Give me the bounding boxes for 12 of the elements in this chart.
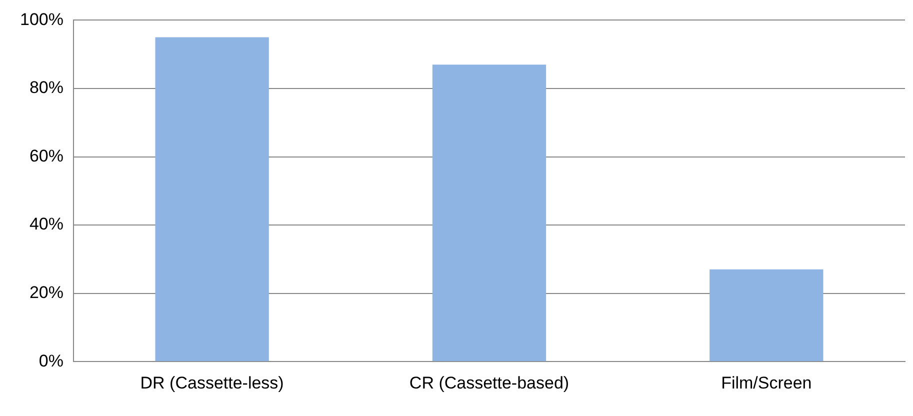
bar — [155, 37, 269, 362]
y-tick-label: 20% — [29, 283, 64, 302]
bar — [432, 64, 546, 362]
x-tick-label: CR (Cassette-based) — [409, 373, 570, 392]
y-tick-label: 100% — [20, 10, 64, 29]
y-tick-label: 0% — [38, 351, 64, 370]
y-tick-label: 60% — [29, 146, 64, 166]
y-tick-label: 40% — [29, 214, 64, 234]
x-tick-label: DR (Cassette-less) — [140, 373, 284, 392]
bar — [710, 269, 824, 362]
x-tick-label: Film/Screen — [721, 373, 812, 392]
y-tick-label: 80% — [29, 78, 64, 98]
